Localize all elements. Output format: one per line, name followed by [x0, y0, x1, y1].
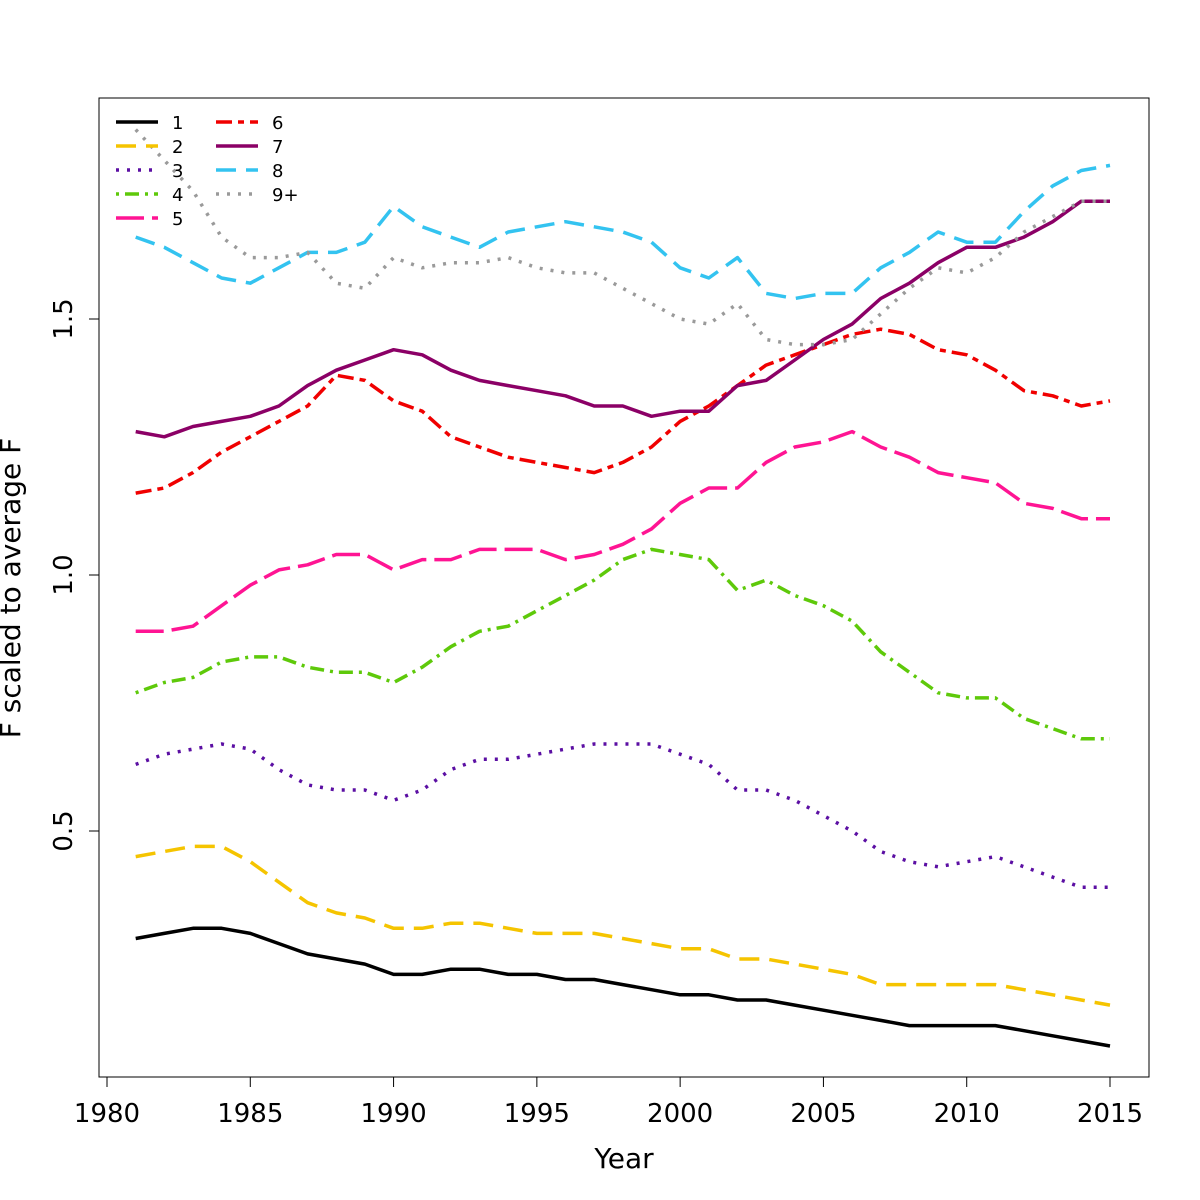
- series-line-1: [135, 926, 1111, 1048]
- legend-label-8: 8: [272, 161, 283, 182]
- legend-label-5: 5: [172, 209, 183, 230]
- legend-label-2: 2: [172, 137, 183, 158]
- y-tick-label: 0.5: [49, 810, 79, 851]
- legend-label-4: 4: [172, 185, 183, 206]
- legend-label-6: 6: [272, 113, 283, 134]
- x-tick-label: 1995: [504, 1099, 570, 1129]
- legend-label-7: 7: [272, 137, 283, 158]
- x-tick-label: 2015: [1077, 1099, 1143, 1129]
- series-line-2: [135, 844, 1111, 1007]
- series-line-4: [135, 547, 1110, 741]
- legend-label-3: 3: [172, 161, 183, 182]
- series-line-5: [135, 429, 1110, 634]
- x-tick-label: 2005: [790, 1099, 856, 1129]
- x-tick-label: 2010: [934, 1099, 1000, 1129]
- series-line-3: [135, 742, 1110, 890]
- series-line-6: [135, 327, 1111, 495]
- y-axis-title: F scaled to average F: [0, 438, 27, 738]
- series-layer: [134, 128, 1111, 1048]
- series-line-9plus: [134, 128, 1110, 347]
- x-tick-label: 2000: [647, 1099, 713, 1129]
- y-axis: 0.5 1.0 1.5: [49, 298, 100, 852]
- series-line-7: [135, 199, 1110, 439]
- x-axis-title: Year: [593, 1142, 654, 1175]
- legend: 1 2 3 4 5 6 7 8 9+: [116, 113, 299, 230]
- x-tick-label: 1985: [217, 1099, 283, 1129]
- x-tick-label: 1990: [360, 1099, 426, 1129]
- y-tick-label: 1.0: [49, 554, 79, 595]
- legend-label-1: 1: [172, 113, 183, 134]
- x-tick-label: 1980: [74, 1099, 140, 1129]
- plot-area-border: [98, 97, 1150, 1078]
- x-axis: 1980 1985 1990 1995 2000 2005 2010 2015: [74, 1076, 1143, 1129]
- y-tick-label: 1.5: [49, 298, 79, 339]
- legend-label-9plus: 9+: [272, 185, 299, 206]
